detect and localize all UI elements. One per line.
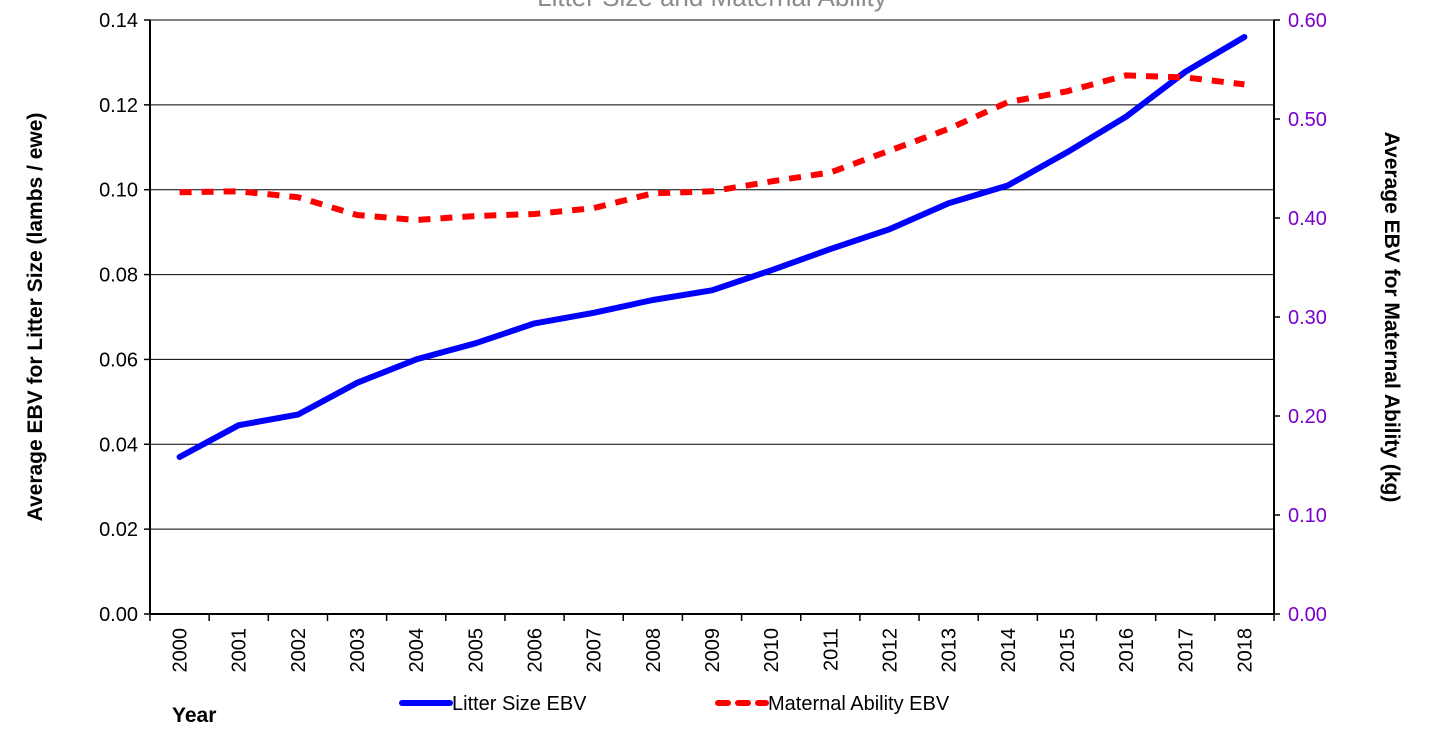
legend-label-maternal-ability: Maternal Ability EBV [768, 693, 950, 715]
series-lines [176, 34, 1248, 460]
x-tick-label: 2018 [1234, 628, 1256, 673]
x-tick-label: 2017 [1175, 628, 1197, 673]
x-tick-label: 2005 [465, 628, 487, 673]
y-right-tick-label: 0.50 [1288, 109, 1327, 131]
series-line-litter-size [176, 34, 1248, 460]
y-axis-right-title: Average EBV for Maternal Ability (kg) [1380, 132, 1403, 503]
x-tick-label: 2007 [584, 628, 606, 673]
x-tick-label: 2006 [525, 628, 547, 673]
series-line-maternal-ability [179, 72, 1245, 223]
gridlines [150, 19, 1274, 530]
x-tick-label: 2013 [939, 628, 961, 673]
y-right-tick-label: 0.20 [1288, 406, 1327, 428]
x-tick-label: 2008 [643, 628, 665, 673]
axes [144, 19, 1280, 621]
legend-label-litter-size: Litter Size EBV [452, 693, 587, 715]
y-left-tick-label: 0.06 [99, 349, 138, 371]
y-axis-left-title: Average EBV for Litter Size (lambs / ewe… [24, 113, 47, 522]
x-axis-tick-labels: 2000 2001 2002 2003 2004 2005 2006 2007 2008 2009… [170, 628, 1257, 673]
x-tick-label: 2003 [347, 628, 369, 673]
y-right-tick-label: 0.10 [1288, 505, 1327, 527]
y-left-tick-label: 0.04 [99, 434, 138, 456]
y-right-tick-label: 0.60 [1288, 10, 1327, 32]
legend: Litter Size EBV Maternal Ability EBV [399, 693, 950, 715]
x-tick-label: 2011 [820, 628, 842, 671]
x-tick-label: 2004 [406, 628, 428, 673]
x-tick-label: 2015 [1057, 628, 1079, 673]
x-tick-label: 2000 [170, 628, 192, 673]
y-left-tick-label: 0.12 [99, 95, 138, 117]
y-left-tick-label: 0.08 [99, 265, 138, 287]
x-tick-label: 2016 [1116, 628, 1138, 673]
x-axis-title: Year [172, 704, 216, 727]
right-axis-tick-labels: 0.00 0.10 0.20 0.30 0.40 0.50 0.60 [1288, 10, 1327, 626]
chart-title: Litter Size and Maternal Ability [537, 0, 887, 12]
x-tick-label: 2009 [702, 628, 724, 673]
y-left-tick-label: 0.14 [99, 10, 138, 32]
y-left-tick-label: 0.00 [99, 604, 138, 626]
y-right-tick-label: 0.30 [1288, 307, 1327, 329]
y-right-tick-label: 0.40 [1288, 208, 1327, 230]
y-left-tick-label: 0.02 [99, 519, 138, 541]
x-tick-label: 2012 [879, 628, 901, 673]
y-left-tick-label: 0.10 [99, 180, 138, 202]
x-tick-label: 2002 [288, 628, 310, 673]
x-tick-label: 2010 [761, 628, 783, 673]
y-right-tick-label: 0.00 [1288, 604, 1327, 626]
x-tick-label: 2014 [998, 628, 1020, 673]
left-axis-tick-labels: 0.00 0.02 0.04 0.06 0.08 0.10 0.12 0.14 [99, 10, 138, 626]
x-tick-label: 2001 [229, 628, 251, 673]
